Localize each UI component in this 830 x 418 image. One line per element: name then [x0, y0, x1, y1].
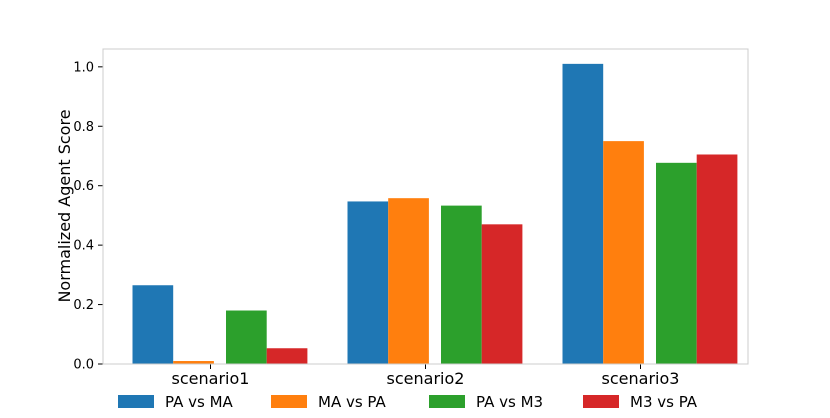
y-tick-label: 0.8: [73, 120, 94, 135]
x-tick-label: scenario3: [602, 369, 680, 388]
legend-label: M3 vs PA: [630, 393, 698, 411]
legend-label: PA vs M3: [476, 393, 543, 411]
bar-m3-vs-pa-scenario2: [481, 224, 523, 364]
y-tick-label: 0.6: [73, 179, 94, 194]
y-axis-label: Normalized Agent Score: [55, 109, 74, 302]
bars-group: [132, 63, 738, 364]
y-tick-label: 1.0: [73, 60, 94, 75]
bar-pa-vs-ma-scenario3: [562, 63, 604, 364]
bar-pa-vs-m3-scenario3: [656, 162, 697, 364]
bar-m3-vs-pa-scenario3: [696, 154, 738, 364]
legend-swatch: [271, 395, 307, 408]
y-tick-label: 0.2: [73, 298, 94, 313]
legend: PA vs MA MA vs PA PA vs M3 M3 vs PA: [118, 393, 698, 411]
bar-ma-vs-pa-scenario1: [173, 361, 214, 364]
bar-pa-vs-ma-scenario1: [132, 285, 174, 364]
x-tick-label: scenario1: [172, 369, 250, 388]
y-axis-ticks: 0.0 0.2 0.4 0.6 0.8 1.0: [73, 60, 103, 373]
legend-swatch: [583, 395, 619, 408]
bar-m3-vs-pa-scenario1: [266, 348, 308, 364]
plot-area-frame: [102, 48, 749, 365]
bar-pa-vs-m3-scenario2: [441, 205, 482, 364]
bar-pa-vs-ma-scenario2: [347, 201, 389, 364]
bar-ma-vs-pa-scenario2: [388, 198, 429, 364]
y-tick-label: 0.0: [73, 358, 94, 373]
legend-label: PA vs MA: [165, 393, 234, 411]
bar-pa-vs-m3-scenario1: [226, 310, 267, 364]
legend-swatch: [429, 395, 465, 408]
y-tick-label: 0.4: [73, 239, 94, 254]
legend-label: MA vs PA: [318, 393, 387, 411]
x-tick-label: scenario2: [387, 369, 465, 388]
category-labels: scenario1 scenario2 scenario3: [172, 364, 680, 388]
legend-swatch: [118, 395, 154, 408]
bar-ma-vs-pa-scenario3: [603, 141, 644, 364]
